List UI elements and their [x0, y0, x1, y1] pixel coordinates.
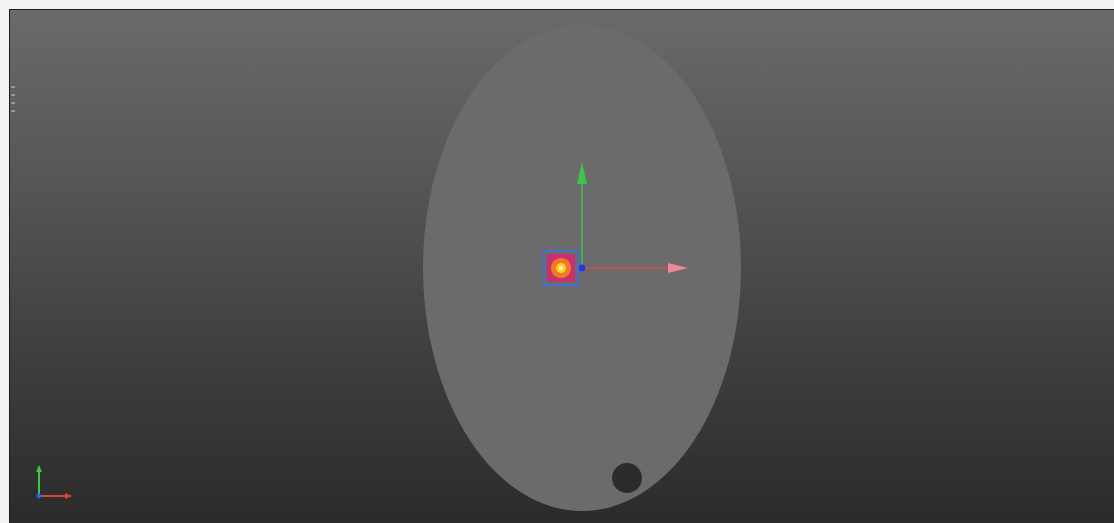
3d-viewport[interactable] — [9, 9, 1114, 523]
orientation-axes-indicator — [36, 465, 72, 499]
orientation-y-arrow-icon — [36, 465, 42, 472]
orientation-z-axis — [36, 493, 42, 499]
edge-tick — [11, 86, 15, 88]
edge-tick — [11, 94, 15, 96]
edge-tick — [11, 110, 15, 112]
translate-gizmo[interactable] — [577, 162, 688, 273]
plane-hole[interactable] — [612, 463, 642, 493]
gizmo-x-arrow-icon[interactable] — [668, 263, 688, 273]
viewport-edge-ticks — [10, 80, 18, 140]
object-core-center — [559, 266, 563, 270]
light-source-icon[interactable] — [543, 250, 579, 286]
gizmo-y-arrow-icon[interactable] — [577, 162, 587, 184]
gizmo-center-handle[interactable] — [578, 264, 586, 272]
viewport-scene[interactable] — [10, 10, 1114, 523]
edge-tick — [11, 102, 15, 104]
object-selection-box — [543, 250, 579, 286]
orientation-x-arrow-icon — [65, 493, 72, 499]
